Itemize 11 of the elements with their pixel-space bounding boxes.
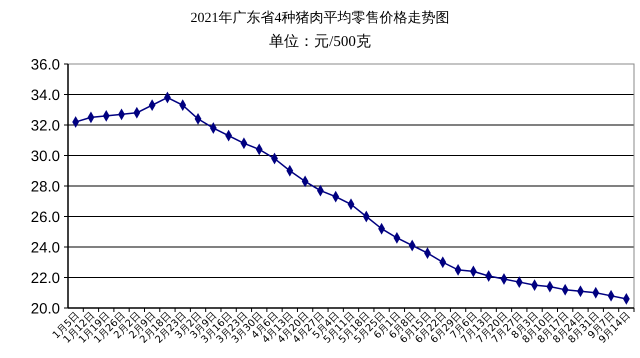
- y-tick-label: 26.0: [30, 208, 60, 226]
- chart-title: 2021年广东省4种猪肉平均零售价格走势图: [190, 10, 450, 26]
- y-tick-label: 30.0: [30, 148, 60, 165]
- y-tick-label: 36.0: [30, 56, 60, 74]
- y-tick-label: 32.0: [30, 117, 60, 134]
- y-tick-label: 34.0: [30, 86, 60, 104]
- y-tick-label: 24.0: [30, 239, 60, 256]
- y-tick-label: 22.0: [30, 270, 60, 287]
- y-tick-label: 28.0: [30, 178, 60, 196]
- y-tick-label: 20.0: [30, 300, 60, 318]
- chart-subtitle: 单位：元/500克: [269, 33, 371, 50]
